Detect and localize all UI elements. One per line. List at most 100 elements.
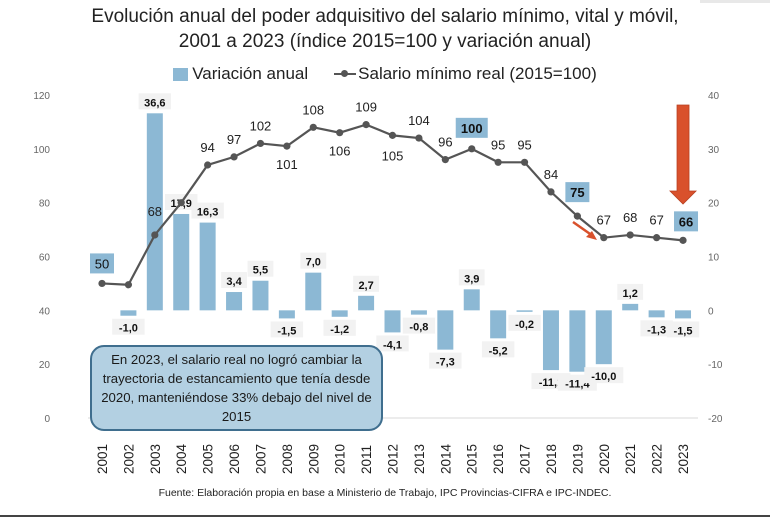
line-point-2022 xyxy=(653,234,661,242)
right-axis: -20 -10 0 10 20 30 40 xyxy=(708,91,723,425)
line-label-2019: 75 xyxy=(570,185,584,200)
bar-2006 xyxy=(226,292,243,311)
bar-2014 xyxy=(437,310,454,350)
top-edge-strip xyxy=(700,0,770,3)
legend-bar-swatch-icon xyxy=(173,67,189,81)
x-tick-label-2023: 2023 xyxy=(676,444,691,474)
bar-label-bg-2020 xyxy=(584,367,624,384)
bar-2022 xyxy=(648,310,665,318)
left-axis-tick-label: 100 xyxy=(33,145,50,156)
x-tick-label-2010: 2010 xyxy=(333,444,348,474)
x-tick-label-2020: 2020 xyxy=(597,444,612,474)
line-label-2012: 105 xyxy=(382,148,404,163)
down-arrow-icon xyxy=(669,104,697,205)
line-label-2010: 106 xyxy=(329,144,351,159)
chart-title-line-1: Evolución anual del poder adquisitivo de… xyxy=(91,6,679,27)
source-note: Fuente: Elaboración propia en base a Min… xyxy=(158,487,612,499)
line-label-2015: 100 xyxy=(461,121,483,136)
bar-label-bg-2021 xyxy=(617,283,644,300)
bar-2018 xyxy=(542,310,559,371)
bar-label-bg-2010 xyxy=(323,319,356,336)
line-point-2014 xyxy=(441,156,449,164)
bar-2016 xyxy=(490,310,507,339)
line-point-2007 xyxy=(256,139,265,148)
line-label-2009: 108 xyxy=(302,102,324,117)
x-tick-label-2018: 2018 xyxy=(544,444,559,474)
right-axis-tick-label: -10 xyxy=(708,360,723,371)
x-tick-label-2005: 2005 xyxy=(201,444,216,474)
left-axis-tick-label: 40 xyxy=(39,306,51,317)
left-axis: 0 20 40 60 80 100 120 xyxy=(33,91,50,425)
bar-2004 xyxy=(173,213,190,311)
line-point-2015 xyxy=(468,145,476,153)
line-point-2013 xyxy=(415,134,423,142)
line-point-2004 xyxy=(177,199,185,207)
bar-label-2012: -4,1 xyxy=(383,339,402,351)
line-label-2011: 109 xyxy=(355,100,377,115)
bar-2023 xyxy=(675,310,692,319)
line-label-bg-2023 xyxy=(674,211,699,232)
bar-label-bg-2002 xyxy=(112,318,145,335)
x-tick-label-2001: 2001 xyxy=(95,444,110,474)
x-tick-label-2006: 2006 xyxy=(227,444,242,474)
bar-label-2008: -1,5 xyxy=(277,325,296,337)
line-point-2017 xyxy=(520,158,529,166)
line-labels: 50 68 94 97 102 101 108 106 109 105 104 96 100 95 95 84… xyxy=(90,100,699,274)
line-point-2020 xyxy=(600,234,608,242)
left-axis-tick-label: 20 xyxy=(39,360,51,371)
bar-label-2013: -0,8 xyxy=(409,322,428,334)
line-label-2020: 67 xyxy=(597,213,611,228)
line-point-2002 xyxy=(124,281,133,289)
right-axis-tick-label: 0 xyxy=(708,306,714,317)
bar-label-2022: -1,3 xyxy=(647,324,666,336)
bar-label-2019: -11,4 xyxy=(565,379,590,391)
x-tick-label-2003: 2003 xyxy=(148,444,163,474)
bar-label-bg-2022 xyxy=(640,320,673,337)
legend-item-bars: Variación anual xyxy=(173,64,308,84)
bar-2010 xyxy=(331,310,348,317)
bar-label-bg-2003 xyxy=(138,93,172,110)
bar-label-bg-2016 xyxy=(481,341,515,358)
x-tick-label-2015: 2015 xyxy=(465,444,480,474)
line-label-2003: 68 xyxy=(148,204,162,219)
small-arrow-head-icon xyxy=(586,231,597,240)
bar-series xyxy=(120,113,692,372)
bar-2007 xyxy=(252,280,269,311)
left-axis-tick-label: 120 xyxy=(33,91,50,102)
legend-label-line: Salario mínimo real (2015=100) xyxy=(358,64,597,83)
x-tick-label-2004: 2004 xyxy=(174,443,189,474)
left-axis-tick-label: 80 xyxy=(39,199,51,210)
chart-title: Evolución anual del poder adquisitivo de… xyxy=(0,4,770,54)
bar-label-2005: 16,3 xyxy=(197,207,218,219)
bar-label-2002: -1,0 xyxy=(119,323,138,335)
left-axis-tick-label: 0 xyxy=(44,414,50,425)
bar-2009 xyxy=(305,272,322,311)
x-tick-label-2017: 2017 xyxy=(518,444,533,474)
line-point-2016 xyxy=(494,158,502,166)
bottom-divider xyxy=(0,515,770,517)
bar-label-bg-2017 xyxy=(508,314,541,331)
bar-2017 xyxy=(516,310,533,312)
x-axis-ticks: 2001 2002 2003 2004 2005 2006 2007 2008 2009 2010… xyxy=(95,443,691,474)
line-label-2017: 95 xyxy=(517,137,531,152)
bar-2019 xyxy=(569,310,586,372)
x-tick-label-2022: 2022 xyxy=(650,444,665,474)
line-label-bg-2019 xyxy=(565,182,590,203)
line-series xyxy=(98,121,687,289)
line-label-2023: 66 xyxy=(679,214,693,229)
bar-label-bg-2007 xyxy=(247,260,274,277)
line-point-2019 xyxy=(573,212,581,220)
line-point-2010 xyxy=(336,129,344,137)
x-tick-label-2021: 2021 xyxy=(623,444,638,474)
line-label-2014: 96 xyxy=(438,135,452,150)
line-label-2006: 97 xyxy=(227,132,241,147)
line-label-2008: 101 xyxy=(276,157,298,172)
right-axis-tick-label: -20 xyxy=(708,414,723,425)
right-axis-tick-label: 20 xyxy=(708,199,720,210)
line-point-2005 xyxy=(204,161,212,169)
bar-2002 xyxy=(120,310,137,316)
x-tick-label-2013: 2013 xyxy=(412,444,427,474)
bar-2005 xyxy=(199,222,216,311)
x-tick-label-2019: 2019 xyxy=(570,444,585,474)
